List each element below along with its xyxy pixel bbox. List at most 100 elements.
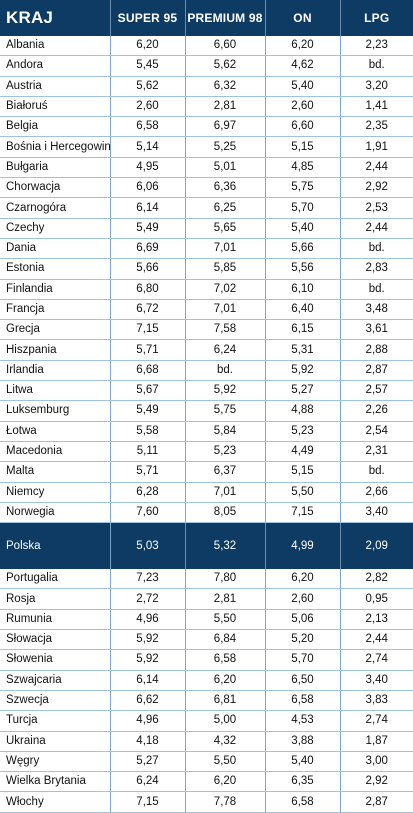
table-row: Rumunia 4,96 5,50 5,06 2,13 — [0, 609, 413, 631]
premium98-cell: 7,02 — [184, 279, 265, 300]
table-row: Andora 5,45 5,62 4,62 bd. — [0, 55, 413, 77]
premium98-cell: 6,24 — [184, 339, 265, 361]
super95-cell: 6,06 — [109, 177, 185, 199]
premium98-cell: 7,80 — [184, 569, 265, 590]
country-name-cell: Węgry — [0, 751, 111, 773]
country-name-cell: Norwegia — [0, 502, 111, 524]
super95-cell: 4,18 — [109, 731, 185, 752]
country-name-cell: Bośnia i Hercegowina — [0, 136, 111, 158]
super95-cell: 5,58 — [109, 421, 185, 442]
on-cell: 2,60 — [264, 96, 340, 118]
super95-cell: 5,14 — [109, 136, 185, 158]
table-row: Luksemburg 5,49 5,75 4,88 2,26 — [0, 400, 413, 422]
table-row: Litwa 5,67 5,92 5,27 2,57 — [0, 380, 413, 402]
premium98-cell: bd. — [184, 360, 265, 382]
country-name-cell: Łotwa — [0, 421, 111, 442]
table-row: Słowacja 5,92 6,84 5,20 2,44 — [0, 629, 413, 651]
lpg-cell: 2,66 — [339, 482, 413, 503]
super95-cell: 6,69 — [109, 238, 185, 260]
super95-cell: 2,72 — [109, 588, 185, 610]
super95-cell: 4,96 — [109, 609, 185, 631]
on-cell: 7,15 — [264, 502, 340, 524]
on-cell: 2,60 — [264, 588, 340, 610]
column-header-on: ON — [264, 0, 340, 36]
premium98-cell: 5,32 — [184, 522, 265, 570]
country-name-cell: Wielka Brytania — [0, 771, 111, 793]
country-name-cell: Finlandia — [0, 279, 111, 300]
lpg-cell: 2,87 — [339, 791, 413, 813]
on-cell: 6,10 — [264, 279, 340, 300]
on-cell: 6,58 — [264, 791, 340, 813]
super95-cell: 7,15 — [109, 319, 185, 341]
premium98-cell: 2,81 — [184, 588, 265, 610]
table-row: Dania 6,69 7,01 5,66 bd. — [0, 238, 413, 260]
super95-cell: 5,03 — [109, 522, 185, 570]
table-row: Finlandia 6,80 7,02 6,10 bd. — [0, 279, 413, 300]
super95-cell: 6,80 — [109, 279, 185, 300]
table-row: Malta 5,71 6,37 5,15 bd. — [0, 461, 413, 483]
country-name-cell: Niemcy — [0, 482, 111, 503]
table-row: Włochy 7,15 7,78 6,58 2,87 — [0, 791, 413, 813]
premium98-cell: 5,75 — [184, 400, 265, 422]
country-name-cell: Albania — [0, 36, 111, 57]
premium98-cell: 2,81 — [184, 96, 265, 118]
country-name-cell: Włochy — [0, 791, 111, 813]
lpg-cell: 1,91 — [339, 136, 413, 158]
table-body: Albania 6,20 6,60 6,20 2,23 Andora 5,45 5,62 4,6… — [0, 36, 413, 813]
table-row: Wielka Brytania 6,24 6,20 6,35 2,92 — [0, 771, 413, 793]
column-header-super95: SUPER 95 — [109, 0, 185, 36]
super95-cell: 7,60 — [109, 502, 185, 524]
on-cell: 4,88 — [264, 400, 340, 422]
country-name-cell: Malta — [0, 461, 111, 483]
premium98-cell: 5,50 — [184, 609, 265, 631]
lpg-cell: 2,74 — [339, 649, 413, 671]
table-row: Rosja 2,72 2,81 2,60 0,95 — [0, 588, 413, 610]
premium98-cell: 7,01 — [184, 299, 265, 321]
country-name-cell: Szwecja — [0, 690, 111, 712]
country-name-cell: Rosja — [0, 588, 111, 610]
table-row: Estonia 5,66 5,85 5,56 2,83 — [0, 258, 413, 280]
super95-cell: 5,71 — [109, 461, 185, 483]
premium98-cell: 6,81 — [184, 690, 265, 712]
on-cell: 5,06 — [264, 609, 340, 631]
super95-cell: 6,58 — [109, 116, 185, 138]
premium98-cell: 5,65 — [184, 218, 265, 239]
country-name-cell: Białoruś — [0, 96, 111, 118]
country-name-cell: Ukraina — [0, 731, 111, 752]
lpg-cell: 3,48 — [339, 299, 413, 321]
super95-cell: 5,49 — [109, 218, 185, 239]
premium98-cell: 5,50 — [184, 751, 265, 773]
country-name-cell: Czechy — [0, 218, 111, 239]
country-name-cell: Czarnogóra — [0, 197, 111, 219]
lpg-cell: 3,20 — [339, 76, 413, 97]
super95-cell: 6,68 — [109, 360, 185, 382]
premium98-cell: 5,00 — [184, 710, 265, 732]
lpg-cell: 2,44 — [339, 218, 413, 239]
table-row: Macedonia 5,11 5,23 4,49 2,31 — [0, 441, 413, 463]
on-cell: 6,50 — [264, 670, 340, 691]
premium98-cell: 5,23 — [184, 441, 265, 463]
table-row: Polska 5,03 5,32 4,99 2,09 — [0, 522, 413, 570]
country-name-cell: Portugalia — [0, 569, 111, 590]
country-name-cell: Polska — [0, 522, 111, 570]
on-cell: 6,60 — [264, 116, 340, 138]
country-name-cell: Litwa — [0, 380, 111, 402]
on-cell: 5,92 — [264, 360, 340, 382]
table-row: Turcja 4,96 5,00 4,53 2,74 — [0, 710, 413, 732]
column-header-kraj: KRAJ — [0, 0, 110, 36]
country-name-cell: Bułgaria — [0, 157, 111, 179]
lpg-cell: 2,13 — [339, 609, 413, 631]
country-name-cell: Hiszpania — [0, 339, 111, 361]
table-row: Szwecja 6,62 6,81 6,58 3,83 — [0, 690, 413, 712]
table-row: Norwegia 7,60 8,05 7,15 3,40 — [0, 502, 413, 524]
on-cell: 4,85 — [264, 157, 340, 179]
super95-cell: 5,66 — [109, 258, 185, 280]
country-name-cell: Chorwacja — [0, 177, 111, 199]
premium98-cell: 6,20 — [184, 771, 265, 793]
country-name-cell: Turcja — [0, 710, 111, 732]
country-name-cell: Macedonia — [0, 441, 111, 463]
premium98-cell: 6,84 — [184, 629, 265, 651]
super95-cell: 5,49 — [109, 400, 185, 422]
on-cell: 5,40 — [264, 76, 340, 97]
super95-cell: 5,45 — [109, 55, 185, 77]
